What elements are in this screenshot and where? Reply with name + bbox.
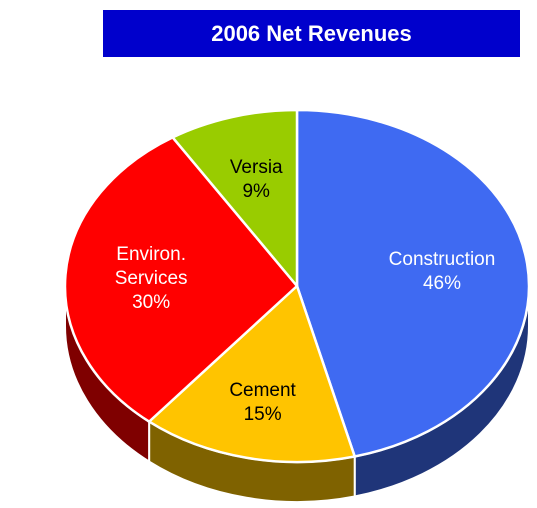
- category-label: Environ. Services: [114, 244, 188, 290]
- category-label: Construction: [388, 249, 496, 271]
- pie-slice: [63, 135, 299, 424]
- value-label: 15%: [243, 403, 282, 425]
- pie-slice: [147, 283, 357, 464]
- category-label: Versia: [229, 156, 283, 178]
- value-label: 30%: [132, 292, 171, 314]
- category-label: Cement: [229, 379, 296, 401]
- chart-title: 2006 Net Revenues: [103, 10, 520, 57]
- pie-slice: [170, 108, 299, 290]
- slice-label: Environ. Services 30%: [91, 243, 211, 315]
- slice-label: Construction 46%: [382, 248, 502, 296]
- value-label: 46%: [422, 273, 462, 295]
- slice-label: Versia 9%: [196, 156, 316, 204]
- pie-slice: [295, 108, 531, 458]
- value-label: 9%: [242, 180, 270, 202]
- slice-label: Cement 15%: [203, 379, 323, 427]
